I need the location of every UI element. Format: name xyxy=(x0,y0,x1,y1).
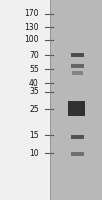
Text: 170: 170 xyxy=(24,9,39,19)
FancyBboxPatch shape xyxy=(71,64,84,68)
Text: 15: 15 xyxy=(29,130,39,140)
FancyBboxPatch shape xyxy=(71,135,84,139)
FancyBboxPatch shape xyxy=(71,53,84,57)
FancyBboxPatch shape xyxy=(68,101,85,116)
Text: 100: 100 xyxy=(24,36,39,45)
FancyBboxPatch shape xyxy=(71,152,84,156)
Text: 40: 40 xyxy=(29,78,39,88)
FancyBboxPatch shape xyxy=(0,0,50,200)
Text: 130: 130 xyxy=(24,22,39,31)
Text: 35: 35 xyxy=(29,88,39,97)
Text: 25: 25 xyxy=(29,104,39,114)
Text: 70: 70 xyxy=(29,50,39,60)
Text: 10: 10 xyxy=(29,148,39,158)
Text: 55: 55 xyxy=(29,64,39,73)
FancyBboxPatch shape xyxy=(72,71,83,75)
